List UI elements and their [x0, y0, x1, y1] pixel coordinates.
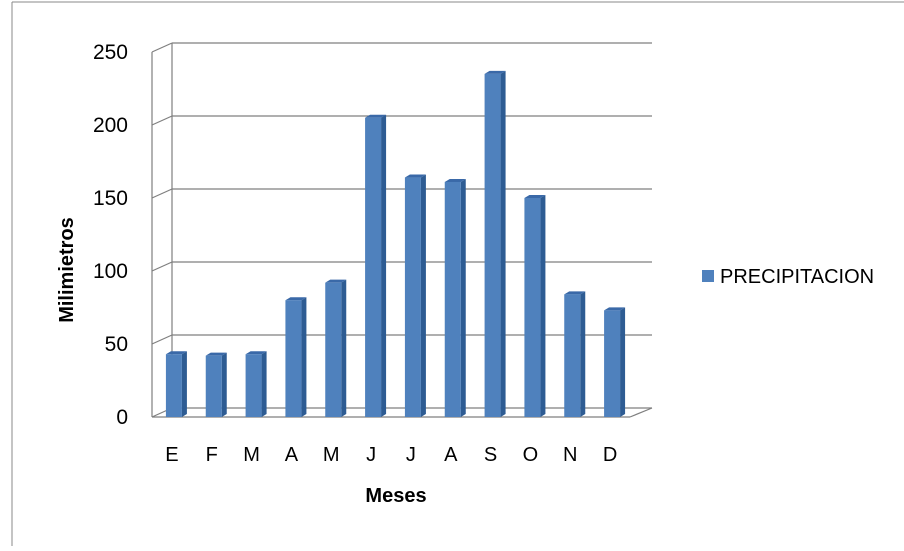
bar [444, 178, 466, 417]
bar-side [420, 174, 426, 417]
bar-top [165, 351, 187, 355]
bar-top [205, 352, 227, 356]
gridline-diagonal [151, 42, 173, 53]
floor-right-edge [629, 407, 653, 418]
bar-front [365, 117, 382, 417]
x-tick-label: O [523, 444, 539, 466]
bar-front [205, 355, 222, 417]
bar-front [484, 73, 501, 418]
legend-swatch [702, 270, 714, 282]
y-tick-label: 0 [116, 406, 128, 429]
chart-floor [152, 407, 653, 418]
bar-side [500, 70, 506, 418]
bar-side [381, 114, 387, 417]
bar [285, 297, 307, 417]
y-axis-title: Milimietros [56, 217, 78, 323]
x-tick-label: A [444, 444, 458, 466]
bar [165, 351, 187, 417]
legend: PRECIPITACION [702, 266, 874, 288]
y-tick-labels: 0 50 100 150 200 250 [93, 41, 128, 429]
bar [245, 351, 267, 417]
x-tick-label: M [323, 444, 340, 466]
x-tick-label: S [484, 444, 497, 466]
bar-side [620, 307, 626, 417]
bar-front [444, 181, 461, 417]
x-tick-label: J [366, 444, 376, 466]
bar-top [245, 351, 267, 355]
bar-side [460, 178, 466, 417]
bar-top [484, 70, 506, 74]
bar-side [261, 351, 267, 417]
bar-front [564, 294, 581, 417]
x-tick-label: A [285, 444, 299, 466]
bar-top [524, 195, 546, 198]
bar-top [444, 178, 466, 182]
x-tick-label: J [406, 444, 416, 466]
gridline-diagonal [151, 115, 173, 126]
bar-side [221, 352, 227, 417]
bar-front [325, 282, 342, 417]
bar [524, 195, 546, 417]
bar [604, 307, 626, 417]
y-tick-label: 200 [93, 114, 128, 137]
bar-side [580, 291, 586, 417]
bar-front [165, 354, 182, 417]
bar-top [564, 291, 586, 295]
bar-top [325, 279, 347, 283]
bar-front [404, 177, 421, 417]
bar [404, 174, 426, 417]
bar-side [181, 351, 187, 417]
bar [484, 70, 506, 418]
bar [325, 279, 347, 417]
bar-top [404, 174, 426, 178]
x-tick-label: D [603, 444, 617, 466]
x-tick-label: M [243, 444, 260, 466]
bar [365, 114, 387, 417]
y-tick-label: 50 [105, 333, 128, 356]
bar [564, 291, 586, 417]
bars [165, 70, 626, 418]
bar-front [524, 198, 541, 417]
y-tick-label: 250 [93, 41, 128, 64]
gridline-diagonal [151, 334, 173, 345]
x-tick-label: E [165, 444, 178, 466]
bar-top [285, 297, 307, 301]
bar-top [604, 307, 626, 311]
y-tick-label: 150 [93, 187, 128, 210]
bar-top [365, 114, 387, 118]
y-tick-label: 100 [93, 260, 128, 283]
bar-side [341, 279, 347, 417]
gridline-diagonal [151, 261, 173, 272]
x-axis-title: Meses [365, 485, 426, 507]
bar-front [604, 310, 621, 417]
x-tick-label: N [563, 444, 577, 466]
bar-side [301, 297, 307, 417]
bar [205, 352, 227, 417]
bar-front [245, 354, 262, 417]
x-tick-label: F [206, 444, 218, 466]
gridline-diagonal [151, 188, 173, 199]
bar-front [285, 300, 302, 417]
legend-label: PRECIPITACION [720, 266, 874, 288]
bar-side [540, 195, 546, 417]
